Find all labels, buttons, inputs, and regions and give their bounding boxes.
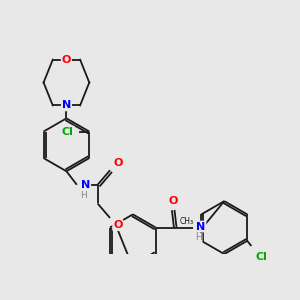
Text: H: H [80,191,87,200]
Text: O: O [62,55,71,65]
Text: H: H [195,233,202,242]
Text: N: N [81,180,90,190]
Text: O: O [169,196,178,206]
Text: O: O [113,220,122,230]
Text: Cl: Cl [256,252,267,262]
Text: N: N [196,222,206,232]
Text: O: O [113,158,122,168]
Text: N: N [62,100,71,110]
Text: CH₃: CH₃ [180,217,194,226]
Text: Cl: Cl [62,127,74,136]
